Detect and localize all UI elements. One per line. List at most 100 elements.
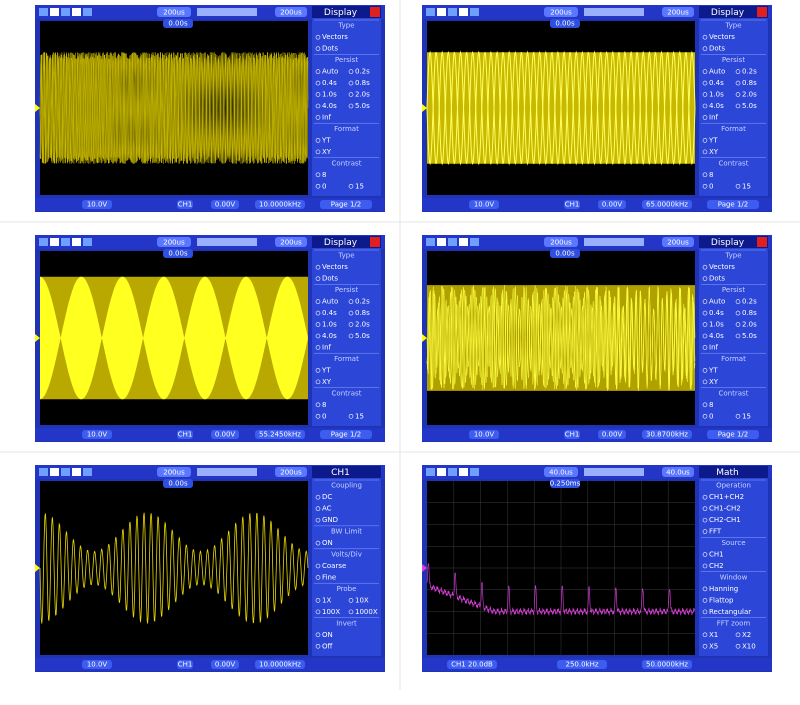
radio-button [315,264,321,270]
status-icon [50,8,59,16]
status-field: 10.0000kHz [259,661,301,669]
menu-heading: Type [337,22,354,30]
timebase2-box [275,467,307,477]
status-box [557,660,607,669]
side-menu [699,466,768,656]
timebase: 200us [550,9,572,17]
status-box [642,200,692,209]
menu-option: 2.0s [355,91,370,99]
waveform [39,512,309,624]
status-field: 30.8700kHz [646,431,688,439]
radio-button [702,92,708,97]
channel-marker [35,564,40,572]
radio-button [315,506,321,511]
waveform [39,52,309,164]
radio-button [315,115,321,120]
menu-option: Off [322,642,333,650]
channel-marker [35,334,40,342]
trigger-position-box [550,479,580,488]
status-field: 55.2450kHz [259,431,301,439]
menu-heading: Contrast [332,389,362,397]
radio-button [735,413,741,419]
radio-button [702,103,708,109]
radio-button [348,92,354,97]
menu-heading: Window [720,573,748,581]
radio-button [348,299,354,304]
status-icon [83,468,92,476]
timebase-box [157,237,191,247]
side-menu [312,236,381,426]
status-icon [39,238,48,246]
status-box [255,660,305,669]
radio-button [315,563,321,569]
menu-heading: Operation [716,482,751,490]
radio-button [702,138,708,143]
status-icon [470,8,479,16]
menu-heading: Contrast [719,159,749,167]
radio-button [315,632,321,638]
menu-option: CH1-CH2 [709,505,741,513]
menu-option: Inf [709,113,719,121]
menu-option: FFT [709,528,722,536]
status-icon [72,8,81,16]
page-box [707,430,759,439]
status-icon [459,238,468,246]
menu-title: CH1 [331,468,350,478]
radio-button [735,80,741,86]
status-box [82,660,112,669]
side-menu [699,236,768,426]
menu-option: YT [321,136,331,144]
menu-option: 0 [322,182,326,190]
status-box [642,430,692,439]
channel-marker [422,334,427,342]
status-icon [39,468,48,476]
menu-option: X2 [742,631,751,639]
menu-option: XY [322,378,332,386]
trigger-position: 0.00s [555,250,575,258]
menu-option: Auto [322,298,338,306]
radio-button [315,322,321,327]
radio-button [702,517,708,523]
menu-option: X5 [709,642,718,650]
radio-button [315,333,321,339]
status-field: CH1 [565,201,580,209]
menu-title-bar [312,6,381,18]
radio-button [315,598,321,603]
menu-option: Vectors [322,263,348,271]
menu-option: 0.8s [742,79,757,87]
status-icon [437,8,446,16]
timebase2-box [275,7,307,17]
page-indicator: Page 1/2 [718,201,748,209]
channel-marker [422,564,427,572]
menu-option: Dots [322,275,338,283]
menu-option: 0 [709,412,713,420]
trigger-position-box [163,249,193,258]
menu-option: 2.0s [355,321,370,329]
menu-title-bar [699,236,768,248]
timebase: 200us [163,239,185,247]
status-box [211,660,239,669]
status-icon [437,238,446,246]
radio-button [702,310,708,316]
timebase-box [544,467,578,477]
status-box [177,200,193,209]
timebase: 200us [550,239,572,247]
menu-option: 1.0s [709,91,724,99]
timebase2-box [275,237,307,247]
status-field: 250.0kHz [565,661,598,669]
status-field: CH1 20.0dB [451,661,493,669]
radio-button [315,310,321,316]
menu-heading: Probe [337,585,357,593]
menu-heading: Format [721,355,746,363]
status-field: 0.00V [215,201,236,209]
menu-option: YT [321,366,331,374]
radio-button [702,333,708,339]
waveform-indicator [584,468,644,476]
timebase-box [544,7,578,17]
page-indicator: Page 1/2 [718,431,748,439]
menu-heading: Type [337,252,354,260]
menu-option: 0 [322,412,326,420]
timebase-secondary: 200us [280,239,302,247]
radio-button [702,643,708,649]
